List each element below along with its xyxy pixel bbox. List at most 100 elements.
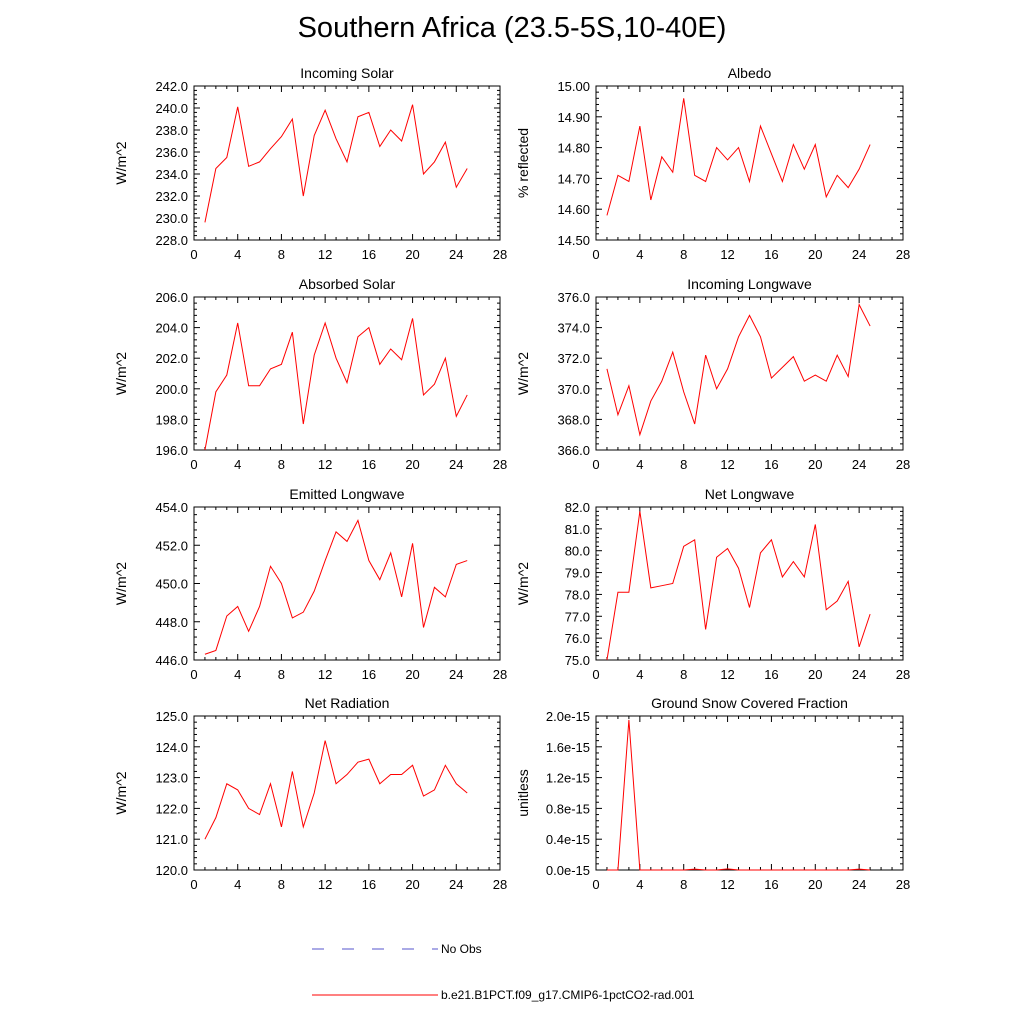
y-tick-label: 454.0 [155,500,188,515]
y-tick-label: 1.6e-15 [546,740,590,755]
y-tick-label: 125.0 [155,709,188,724]
y-axis-label: W/m^2 [113,141,129,184]
y-tick-label: 77.0 [565,609,590,624]
x-tick-label: 8 [680,247,687,262]
x-tick-label: 4 [636,877,643,892]
x-tick-label: 0 [190,877,197,892]
x-tick-label: 16 [362,247,376,262]
panel-title: Net Radiation [305,695,390,711]
x-tick-label: 20 [808,247,822,262]
legend-label-model: b.e21.B1PCT.f09_g17.CMIP6-1pctCO2-rad.00… [441,988,695,1002]
x-tick-label: 20 [808,667,822,682]
x-tick-label: 8 [278,457,285,472]
x-tick-label: 24 [852,667,866,682]
panel-2: Albedo % reflected 0 4 8 12 16 20 24 28 14.50 14.60… [515,65,910,262]
y-tick-label: 448.0 [155,615,188,630]
x-tick-label: 24 [449,247,463,262]
y-tick-label: 0.0e-15 [546,863,590,878]
y-tick-label: 240.0 [155,101,188,116]
x-tick-label: 24 [852,457,866,472]
panel-title: Incoming Longwave [687,276,812,292]
y-tick-label: 75.0 [565,653,590,668]
x-tick-label: 24 [852,247,866,262]
x-tick-label: 24 [449,667,463,682]
y-tick-label: 2.0e-15 [546,709,590,724]
x-tick-label: 8 [680,457,687,472]
panel-title: Net Longwave [705,486,795,502]
y-axis-label: W/m^2 [515,352,531,395]
y-tick-label: 124.0 [155,740,188,755]
x-tick-label: 0 [592,457,599,472]
y-axis-label: % reflected [515,128,531,198]
panel-title: Incoming Solar [300,65,394,81]
panel-8: Ground Snow Covered Fraction unitless 0 4 8 1… [515,695,910,892]
series-line [606,303,871,437]
x-tick-label: 24 [449,457,463,472]
y-tick-label: 15.00 [557,79,590,94]
series-line [204,104,468,223]
x-tick-label: 28 [896,247,910,262]
y-tick-label: 120.0 [155,863,188,878]
x-tick-label: 20 [405,247,419,262]
y-tick-label: 79.0 [565,566,590,581]
x-tick-label: 24 [852,877,866,892]
x-tick-label: 0 [592,877,599,892]
series-line [204,740,468,840]
y-tick-label: 202.0 [155,351,188,366]
y-tick-label: 366.0 [557,443,590,458]
y-axis-label: W/m^2 [113,352,129,395]
x-tick-label: 12 [720,667,734,682]
x-tick-label: 4 [636,247,643,262]
y-tick-label: 123.0 [155,771,188,786]
x-tick-label: 4 [636,667,643,682]
x-tick-label: 28 [493,247,507,262]
y-tick-label: 14.90 [557,110,590,125]
y-axis-label: unitless [515,769,531,816]
x-tick-label: 4 [234,457,241,472]
panel-title: Ground Snow Covered Fraction [651,695,848,711]
y-tick-label: 196.0 [155,443,188,458]
main-title: Southern Africa (23.5-5S,10-40E) [297,12,727,44]
x-tick-label: 28 [493,667,507,682]
x-tick-label: 28 [493,877,507,892]
y-tick-label: 14.50 [557,233,590,248]
y-tick-label: 446.0 [155,653,188,668]
y-tick-label: 230.0 [155,211,188,226]
x-tick-label: 12 [318,877,332,892]
panel-title: Albedo [728,65,772,81]
y-tick-label: 198.0 [155,412,188,427]
y-tick-label: 82.0 [565,500,590,515]
y-tick-label: 370.0 [557,382,590,397]
y-tick-label: 200.0 [155,382,188,397]
panel-3: Absorbed Solar W/m^2 0 4 8 12 16 20 24 28 196.0 198… [113,276,507,472]
plot-frame [595,85,904,241]
x-tick-label: 0 [592,247,599,262]
y-tick-label: 14.80 [557,141,590,156]
x-tick-label: 16 [764,667,778,682]
y-tick-label: 232.0 [155,189,188,204]
plot-frame [595,715,904,871]
y-tick-label: 14.60 [557,202,590,217]
y-axis-label: W/m^2 [113,562,129,605]
x-tick-label: 28 [896,877,910,892]
x-tick-label: 4 [636,457,643,472]
panel-4: Incoming Longwave W/m^2 0 4 8 12 16 20 24 28 366.0… [515,276,910,472]
x-tick-label: 4 [234,247,241,262]
x-tick-label: 12 [720,247,734,262]
y-tick-label: 81.0 [565,522,590,537]
x-tick-label: 4 [234,877,241,892]
x-tick-label: 20 [405,877,419,892]
y-tick-label: 452.0 [155,538,188,553]
x-tick-label: 20 [405,457,419,472]
series-line [606,719,871,871]
x-tick-label: 12 [318,667,332,682]
x-tick-label: 28 [896,667,910,682]
y-tick-label: 450.0 [155,577,188,592]
y-tick-label: 236.0 [155,145,188,160]
legend-label-no-obs: No Obs [441,942,482,956]
x-tick-label: 16 [764,247,778,262]
y-tick-label: 1.2e-15 [546,771,590,786]
y-tick-label: 122.0 [155,801,188,816]
panel-title: Emitted Longwave [289,486,404,502]
